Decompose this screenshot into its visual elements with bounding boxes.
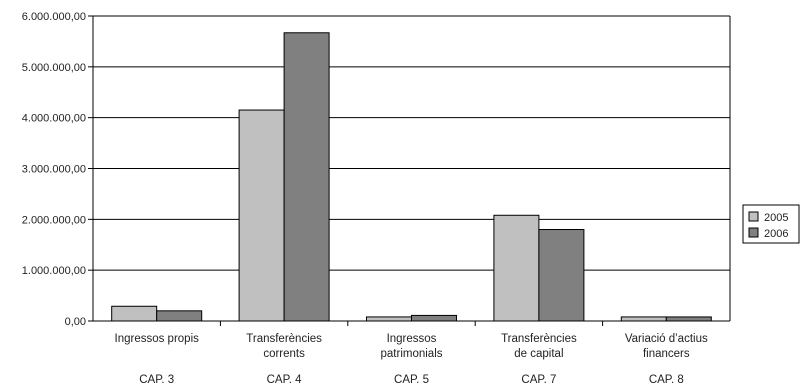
- x-category-label: Ingressos: [387, 333, 437, 345]
- axes: [88, 15, 731, 326]
- y-tick-label: 5.000.000,00: [22, 62, 86, 74]
- x-chapter-label: CAP. 4: [267, 374, 303, 386]
- x-chapter-label: CAP. 3: [139, 374, 174, 386]
- x-category-label: Ingressos propis: [115, 333, 200, 345]
- x-category-label: financers: [643, 348, 690, 360]
- y-tick-label: 6.000.000,00: [22, 11, 86, 23]
- x-chapter-label: CAP. 8: [649, 374, 684, 386]
- x-chapter-label: CAP. 7: [521, 374, 556, 386]
- bar-2006-5: [665, 316, 712, 322]
- y-tick-label: 3.000.000,00: [22, 164, 86, 176]
- y-axis-tick-labels: 0,00 1.000.000,00 2.000.000,00 3.000.000,00…: [22, 11, 86, 328]
- legend-label-2005: 2005: [764, 212, 788, 224]
- bar-2006-4: [538, 229, 585, 322]
- legend-swatch-2006: [748, 227, 759, 238]
- bar-2006-3: [411, 314, 457, 322]
- gridlines: [93, 15, 730, 271]
- bar-2005-4: [493, 214, 540, 322]
- bar-2005-2: [238, 109, 285, 322]
- bar-2005-1: [111, 305, 158, 322]
- bar-2006-1: [156, 310, 203, 322]
- legend-swatch-2005: [748, 211, 759, 222]
- x-category-label: Transferències: [501, 333, 577, 345]
- y-tick-label: 2.000.000,00: [22, 214, 86, 226]
- x-category-label: Variació d’actius: [625, 333, 708, 345]
- y-tick-label: 1.000.000,00: [22, 265, 86, 277]
- y-tick-label: 0,00: [65, 316, 86, 328]
- bar-2005-5: [620, 316, 667, 322]
- x-category-label: Transferències: [246, 333, 322, 345]
- bar-2006-2: [283, 32, 330, 322]
- x-category-label: de capital: [514, 348, 563, 360]
- x-category-label: corrents: [263, 348, 305, 360]
- bars: [111, 32, 712, 322]
- x-category-label: patrimonials: [381, 348, 443, 360]
- y-tick-label: 4.000.000,00: [22, 113, 86, 125]
- bar-2005-3: [366, 316, 412, 322]
- x-chapter-label: CAP. 5: [394, 374, 429, 386]
- legend-label-2006: 2006: [764, 228, 788, 240]
- x-axis-category-labels: Ingressos propis CAP. 3 Transferències corr…: [115, 333, 708, 386]
- legend: 2005 2006: [742, 204, 800, 244]
